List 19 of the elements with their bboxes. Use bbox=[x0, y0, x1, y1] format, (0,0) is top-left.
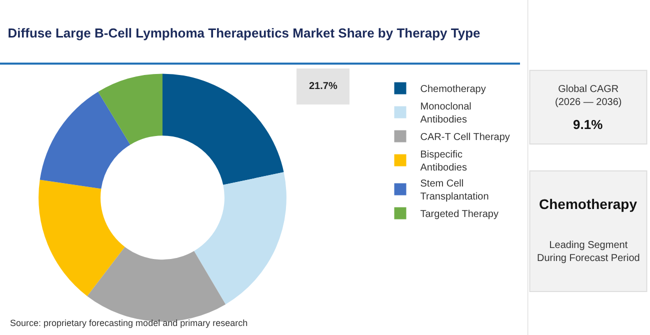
legend-label: Stem Cell Transplantation bbox=[420, 178, 489, 203]
text: 9.1% bbox=[573, 117, 604, 132]
text: Leading Segment During Forecast Period bbox=[537, 240, 640, 264]
donut-slice bbox=[98, 74, 162, 145]
donut-slice bbox=[87, 246, 226, 322]
text: Global CAGR (2026 — 2036) bbox=[555, 84, 622, 108]
legend-label: Monoclonal Antibodies bbox=[420, 102, 472, 126]
donut-slice bbox=[162, 74, 284, 185]
legend-label: CAR-T Cell Therapy bbox=[420, 132, 510, 144]
donut-slice bbox=[38, 180, 125, 296]
chart-title: Diffuse Large B-Cell Lymphoma Therapeutics Market Share by Therapy Type bbox=[8, 26, 480, 41]
legend-label: Bispecific Antibodies bbox=[420, 150, 467, 174]
donut-slice bbox=[194, 172, 286, 304]
text: Chemotherapy bbox=[539, 196, 638, 212]
data-label: 21.7% bbox=[309, 81, 338, 92]
legend-label: Targeted Therapy bbox=[420, 209, 498, 220]
legend-label: Chemotherapy bbox=[420, 84, 486, 96]
donut-slice bbox=[40, 92, 130, 189]
source-note: Source: proprietary forecasting model and primary research bbox=[10, 318, 248, 328]
